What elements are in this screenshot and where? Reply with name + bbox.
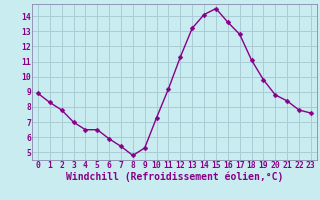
X-axis label: Windchill (Refroidissement éolien,°C): Windchill (Refroidissement éolien,°C): [66, 171, 283, 182]
